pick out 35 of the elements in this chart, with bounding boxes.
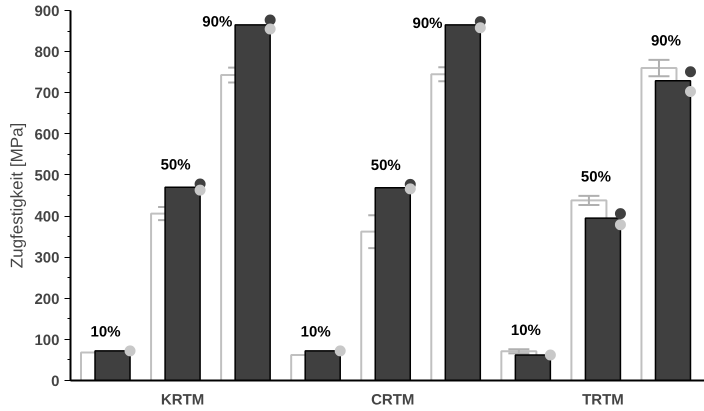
point xyxy=(614,219,626,230)
annotation: 50% xyxy=(160,156,191,174)
y-axis-title: Zugfestigkeit [MPa] xyxy=(7,122,26,268)
point xyxy=(544,350,556,360)
point xyxy=(194,184,206,196)
y-tick-label: 700 xyxy=(34,85,60,102)
annotation: 90% xyxy=(202,14,232,31)
y-tick-label: 300 xyxy=(34,250,60,267)
annotation: 10% xyxy=(300,324,331,341)
y-tick-label: 0 xyxy=(51,373,60,390)
point xyxy=(614,208,626,220)
y-tick-label: 800 xyxy=(34,44,60,62)
annotation: 50% xyxy=(370,157,401,174)
point xyxy=(124,345,136,356)
point xyxy=(404,183,416,194)
annotation: 10% xyxy=(90,324,121,341)
annotation: 50% xyxy=(580,168,611,186)
annotation: 90% xyxy=(650,32,681,50)
y-tick-label: 200 xyxy=(34,290,60,308)
point xyxy=(264,14,276,26)
y-tick-label: 900 xyxy=(34,3,60,20)
point xyxy=(334,345,346,356)
x-tick-label: KRTM xyxy=(160,392,204,408)
y-tick-label: 500 xyxy=(34,167,60,184)
point xyxy=(264,24,276,34)
y-tick-label: 100 xyxy=(34,332,60,349)
y-tick-label: 400 xyxy=(34,208,60,226)
x-tick-label: TRTM xyxy=(582,392,624,408)
x-tick-label: CRTM xyxy=(371,392,414,408)
y-tick-label: 600 xyxy=(34,126,60,144)
annotation: 90% xyxy=(412,15,443,32)
point xyxy=(684,66,696,78)
point xyxy=(474,22,486,34)
point xyxy=(684,86,696,97)
annotation: 10% xyxy=(510,322,541,339)
